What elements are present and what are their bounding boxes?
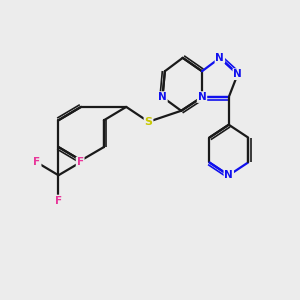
Text: N: N — [233, 69, 242, 79]
Text: N: N — [198, 92, 206, 102]
Text: N: N — [224, 170, 233, 180]
Text: F: F — [55, 196, 62, 206]
Text: S: S — [145, 117, 152, 127]
Text: N: N — [215, 53, 224, 63]
Text: N: N — [158, 92, 167, 102]
Text: F: F — [76, 158, 84, 167]
Text: F: F — [34, 158, 40, 167]
